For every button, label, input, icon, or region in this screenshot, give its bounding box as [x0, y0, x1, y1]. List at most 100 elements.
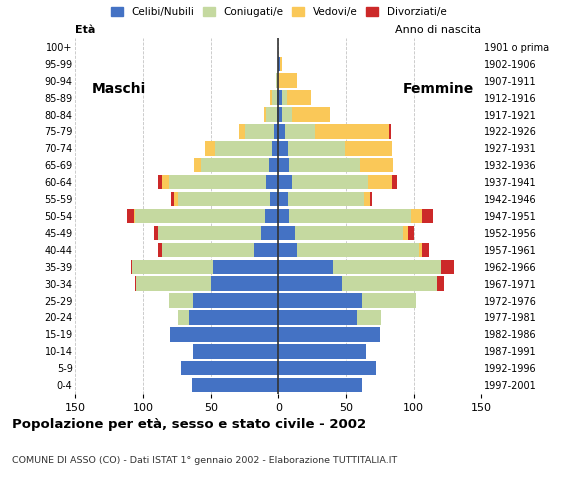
Bar: [288, 192, 364, 206]
Text: Maschi: Maschi: [92, 82, 146, 96]
Bar: [215, 141, 271, 156]
Bar: [371, 192, 372, 206]
Bar: [278, 378, 362, 392]
Bar: [278, 209, 289, 223]
Bar: [278, 293, 362, 308]
Bar: [403, 226, 408, 240]
Bar: [364, 192, 371, 206]
Bar: [441, 260, 454, 274]
Bar: [133, 209, 135, 223]
Text: Femmine: Femmine: [403, 82, 474, 96]
Bar: [276, 73, 278, 88]
Bar: [213, 260, 278, 274]
Bar: [277, 108, 278, 122]
Bar: [292, 108, 330, 122]
Bar: [174, 192, 178, 206]
Bar: [278, 310, 357, 324]
Bar: [135, 209, 265, 223]
Bar: [193, 293, 278, 308]
Bar: [172, 192, 174, 206]
Bar: [315, 124, 389, 139]
Bar: [239, 124, 245, 139]
Text: Anno di nascita: Anno di nascita: [396, 25, 481, 35]
Bar: [192, 378, 278, 392]
Bar: [278, 108, 282, 122]
Bar: [201, 158, 269, 172]
Bar: [266, 108, 277, 122]
Bar: [332, 260, 441, 274]
Bar: [158, 226, 261, 240]
Bar: [419, 243, 422, 257]
Bar: [278, 243, 298, 257]
Text: Popolazione per età, sesso e stato civile - 2002: Popolazione per età, sesso e stato civil…: [12, 418, 366, 431]
Bar: [422, 209, 433, 223]
Bar: [263, 108, 266, 122]
Bar: [271, 141, 278, 156]
Legend: Celibi/Nubili, Coniugati/e, Vedovi/e, Divorziati/e: Celibi/Nubili, Coniugati/e, Vedovi/e, Di…: [106, 3, 451, 21]
Bar: [288, 141, 345, 156]
Bar: [278, 260, 332, 274]
Bar: [270, 192, 278, 206]
Bar: [289, 158, 360, 172]
Bar: [170, 327, 278, 342]
Bar: [345, 141, 392, 156]
Bar: [278, 175, 292, 190]
Bar: [158, 175, 162, 190]
Bar: [131, 260, 132, 274]
Bar: [211, 276, 278, 291]
Bar: [292, 175, 368, 190]
Bar: [135, 276, 136, 291]
Bar: [269, 158, 278, 172]
Bar: [437, 276, 444, 291]
Bar: [162, 175, 169, 190]
Bar: [411, 209, 422, 223]
Bar: [271, 90, 277, 105]
Bar: [392, 175, 397, 190]
Bar: [162, 243, 254, 257]
Bar: [298, 243, 419, 257]
Bar: [266, 175, 278, 190]
Bar: [132, 260, 213, 274]
Bar: [368, 175, 392, 190]
Bar: [158, 243, 162, 257]
Bar: [278, 327, 380, 342]
Bar: [389, 124, 391, 139]
Bar: [357, 310, 381, 324]
Bar: [136, 276, 211, 291]
Bar: [278, 276, 342, 291]
Bar: [278, 158, 289, 172]
Bar: [169, 175, 266, 190]
Bar: [127, 209, 133, 223]
Bar: [285, 124, 315, 139]
Bar: [408, 226, 414, 240]
Bar: [278, 90, 282, 105]
Bar: [278, 361, 376, 375]
Bar: [278, 192, 288, 206]
Bar: [181, 361, 278, 375]
Bar: [278, 73, 298, 88]
Text: COMUNE DI ASSO (CO) - Dati ISTAT 1° gennaio 2002 - Elaborazione TUTTITALIA.IT: COMUNE DI ASSO (CO) - Dati ISTAT 1° genn…: [12, 456, 397, 465]
Bar: [282, 90, 287, 105]
Bar: [169, 293, 193, 308]
Bar: [254, 243, 278, 257]
Bar: [278, 344, 367, 359]
Bar: [245, 124, 274, 139]
Bar: [277, 90, 278, 105]
Bar: [422, 243, 429, 257]
Bar: [178, 192, 270, 206]
Bar: [289, 209, 411, 223]
Bar: [154, 226, 158, 240]
Bar: [178, 310, 189, 324]
Bar: [278, 226, 295, 240]
Bar: [360, 158, 393, 172]
Bar: [194, 158, 201, 172]
Bar: [274, 124, 278, 139]
Bar: [342, 276, 437, 291]
Bar: [270, 90, 271, 105]
Bar: [278, 141, 288, 156]
Text: Età: Età: [75, 25, 96, 35]
Bar: [287, 90, 311, 105]
Bar: [193, 344, 278, 359]
Bar: [280, 57, 282, 71]
Bar: [265, 209, 278, 223]
